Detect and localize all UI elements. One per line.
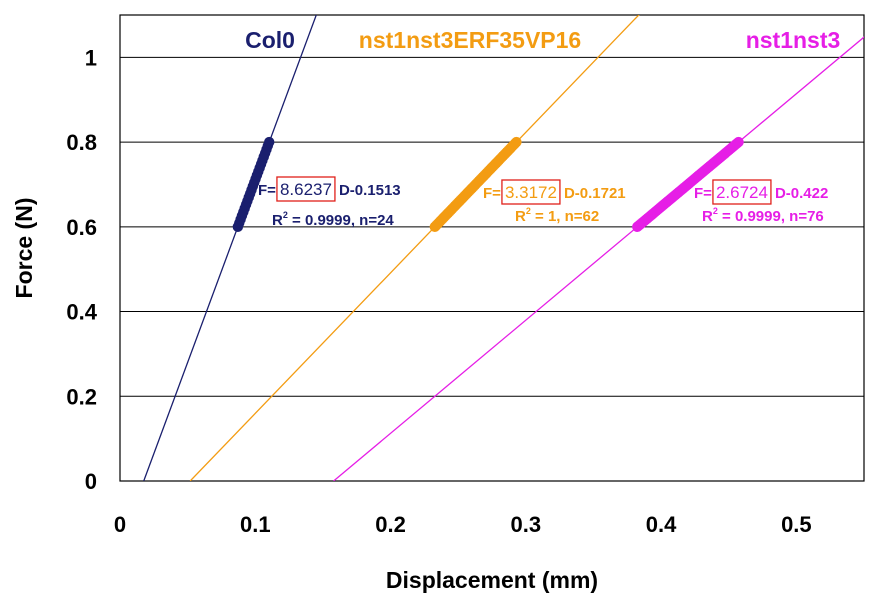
equation-slope: 2.6724 (716, 183, 768, 202)
y-tick-label: 0.2 (66, 384, 97, 409)
equation-prefix: F= (258, 182, 276, 199)
equation-0: F= 8.6237 D-0.1513 R2 = 0.9999, n=24 (258, 176, 401, 229)
fit-line-1 (189, 15, 640, 481)
equation-intercept: D-0.1513 (339, 182, 401, 199)
y-tick-label: 0.8 (66, 130, 97, 155)
y-axis-ticks: 0 0.2 0.4 0.6 0.8 1 (66, 45, 97, 494)
x-tick-label: 0.5 (781, 512, 812, 537)
y-tick-label: 0 (85, 469, 97, 494)
series-label: nst1nst3ERF35VP16 (359, 27, 581, 53)
fit-line-0 (143, 15, 317, 481)
r-squared-value: = 0.9999, n=24 (288, 212, 395, 229)
equation-2: F= 2.6724 D-0.422 R2 = 0.9999, n=76 (694, 179, 828, 225)
x-axis-title: Displacement (mm) (386, 567, 598, 593)
equation-intercept: D-0.1721 (564, 185, 626, 202)
r-squared-text: R2 = 0.9999, n=76 (702, 206, 824, 225)
equation-slope: 8.6237 (280, 180, 332, 199)
r-squared-text: R2 = 0.9999, n=24 (272, 210, 394, 229)
r-squared-sup: 2 (526, 206, 531, 216)
r-squared-sup: 2 (713, 206, 718, 216)
data-points (232, 136, 744, 233)
data-point (733, 136, 744, 148)
x-tick-label: 0.3 (511, 512, 542, 537)
y-tick-label: 0.6 (66, 215, 97, 240)
grid-lines (120, 56, 864, 397)
r-squared-value: = 1, n=62 (531, 208, 599, 225)
x-tick-label: 0 (114, 512, 126, 537)
x-tick-label: 0.1 (240, 512, 271, 537)
equation-slope: 3.3172 (505, 183, 557, 202)
x-tick-label: 0.2 (375, 512, 406, 537)
equation-prefix: F= (694, 185, 712, 202)
equation-prefix: F= (483, 185, 501, 202)
x-axis-ticks: 0 0.1 0.2 0.3 0.4 0.5 (114, 512, 812, 537)
r-squared-label: R (272, 212, 283, 229)
series-labels: Col0 nst1nst3ERF35VP16 nst1nst3 (245, 27, 840, 53)
slope-highlight-box (712, 179, 772, 205)
data-point (511, 136, 522, 148)
x-tick-label: 0.4 (646, 512, 677, 537)
equation-intercept: D-0.422 (775, 185, 828, 202)
y-axis-title: Force (N) (11, 198, 37, 299)
r-squared-text: R2 = 1, n=62 (515, 206, 599, 225)
r-squared-value: = 0.9999, n=76 (718, 208, 824, 225)
data-point (264, 136, 275, 148)
slope-highlight-box (501, 179, 561, 205)
fit-line-2 (333, 36, 864, 481)
series-label: nst1nst3 (746, 27, 841, 53)
equation-1: F= 3.3172 D-0.1721 R2 = 1, n=62 (483, 179, 626, 225)
y-tick-label: 1 (85, 45, 97, 70)
series-label: Col0 (245, 27, 295, 53)
r-squared-label: R (515, 208, 526, 225)
r-squared-sup: 2 (283, 210, 288, 220)
r-squared-label: R (702, 208, 713, 225)
fit-lines (143, 15, 864, 481)
plot-area (119, 14, 865, 482)
slope-highlight-box (276, 176, 336, 202)
y-tick-label: 0.4 (66, 300, 97, 325)
